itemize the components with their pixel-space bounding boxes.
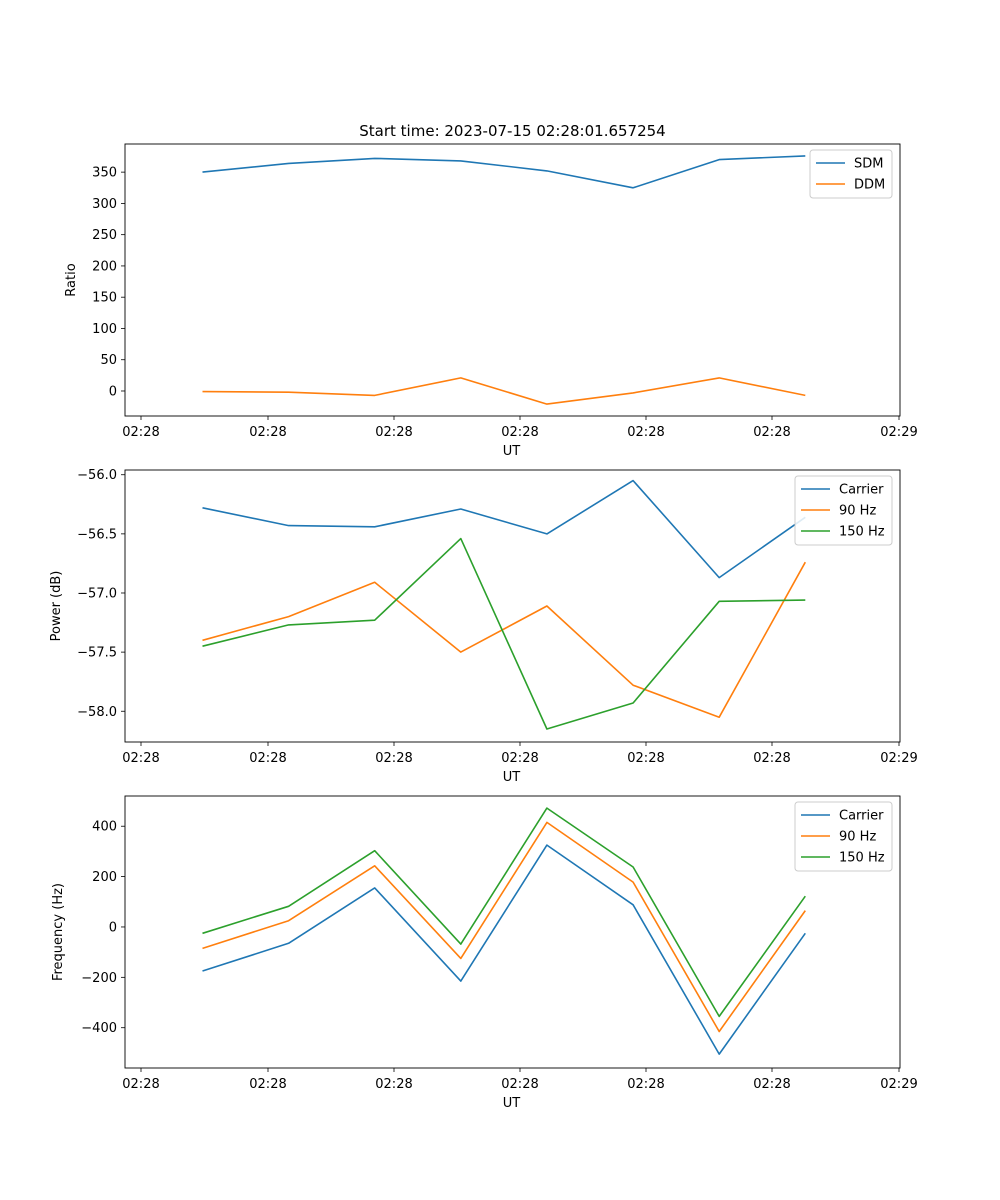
x-tick-label: 02:28 <box>501 1077 538 1092</box>
legend: Carrier 90 Hz 150 Hz <box>794 475 893 546</box>
y-tick-label: −57.5 <box>77 646 117 661</box>
legend: Carrier 90 Hz 150 Hz <box>794 801 893 872</box>
x-tick-label: 02:28 <box>753 1077 790 1092</box>
legend-box <box>794 801 893 872</box>
x-tick-label: 02:28 <box>627 425 664 440</box>
axes-frame <box>124 469 901 743</box>
x-axis-label: UT <box>503 770 521 785</box>
series-line-150-hz <box>202 537 806 730</box>
x-tick-label: 02:28 <box>122 425 159 440</box>
x-axis-label: UT <box>503 1096 521 1111</box>
y-axis-label: Power (dB) <box>49 571 64 642</box>
legend-label: 150 Hz <box>839 525 885 540</box>
x-tick-label: 02:29 <box>880 1077 917 1092</box>
legend-box <box>809 149 893 199</box>
x-tick-label: 02:28 <box>627 1077 664 1092</box>
x-tick-label: 02:28 <box>249 751 286 766</box>
series-line-90-hz <box>202 561 806 719</box>
x-tick-label: 02:29 <box>880 751 917 766</box>
x-tick-label: 02:28 <box>627 751 664 766</box>
legend-label: DDM <box>854 178 885 193</box>
series-line-90-hz <box>202 821 806 1033</box>
y-axis-label: Frequency (Hz) <box>51 883 66 981</box>
x-tick-label: 02:28 <box>122 1077 159 1092</box>
y-tick-label: 200 <box>92 870 117 885</box>
y-tick-label: 0 <box>109 920 117 935</box>
axes-frame <box>124 143 901 417</box>
chart-title: Start time: 2023-07-15 02:28:01.657254 <box>359 122 665 140</box>
chart-panel-3: −400 −200 0 200 400 02:28 02:28 02:28 02:28 02:28… <box>51 795 918 1111</box>
y-tick-label: 50 <box>100 353 117 368</box>
y-axis-label: Ratio <box>64 263 79 296</box>
legend-label: 150 Hz <box>839 851 885 866</box>
y-tick-label: −57.0 <box>77 586 117 601</box>
y-tick-label: 200 <box>92 259 117 274</box>
legend-label: 90 Hz <box>839 830 876 845</box>
series-line-ddm <box>202 377 806 405</box>
x-axis-label: UT <box>503 444 521 459</box>
legend-box <box>794 475 893 546</box>
y-tick-label: −56.5 <box>77 527 117 542</box>
x-tick-label: 02:29 <box>880 425 917 440</box>
x-tick-label: 02:28 <box>375 1077 412 1092</box>
series-line-carrier <box>202 844 806 1055</box>
y-tick-label: −58.0 <box>77 705 117 720</box>
y-tick-label: 0 <box>109 384 117 399</box>
y-tick-label: 100 <box>92 322 117 337</box>
y-tick-label: −56.0 <box>77 468 117 483</box>
y-tick-label: 250 <box>92 228 117 243</box>
series-line-sdm <box>202 155 806 189</box>
chart-panel-2: −58.0 −57.5 −57.0 −56.5 −56.0 02:28 02:28 02:28… <box>49 468 918 785</box>
y-tick-label: 150 <box>92 291 117 306</box>
x-tick-label: 02:28 <box>753 751 790 766</box>
y-tick-label: −400 <box>81 1021 117 1036</box>
x-tick-label: 02:28 <box>753 425 790 440</box>
x-tick-label: 02:28 <box>501 751 538 766</box>
y-tick-label: −200 <box>81 971 117 986</box>
legend: SDM DDM <box>809 149 893 199</box>
chart-panel-1: Start time: 2023-07-15 02:28:01.657254 0 5… <box>64 122 918 459</box>
series-line-150-hz <box>202 807 806 1018</box>
legend-label: Carrier <box>839 809 884 824</box>
series-line-carrier <box>202 479 806 579</box>
legend-label: SDM <box>854 157 883 172</box>
x-tick-label: 02:28 <box>122 751 159 766</box>
y-tick-label: 400 <box>92 820 117 835</box>
legend-label: Carrier <box>839 483 884 498</box>
y-tick-label: 350 <box>92 166 117 181</box>
y-tick-label: 300 <box>92 197 117 212</box>
x-tick-label: 02:28 <box>249 425 286 440</box>
axes-frame <box>124 795 901 1069</box>
x-tick-label: 02:28 <box>375 425 412 440</box>
x-tick-label: 02:28 <box>375 751 412 766</box>
legend-label: 90 Hz <box>839 504 876 519</box>
x-tick-label: 02:28 <box>249 1077 286 1092</box>
x-tick-label: 02:28 <box>501 425 538 440</box>
